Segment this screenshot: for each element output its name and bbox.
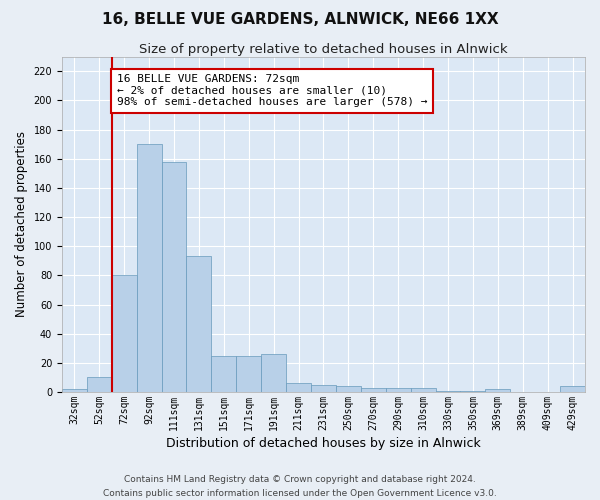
Title: Size of property relative to detached houses in Alnwick: Size of property relative to detached ho… (139, 42, 508, 56)
Bar (112, 276, 137, 392)
Bar (187, 256, 211, 392)
Bar (137, 144, 161, 392)
Bar (485, 389, 510, 392)
Bar (62, 389, 87, 392)
Text: 16, BELLE VUE GARDENS, ALNWICK, NE66 1XX: 16, BELLE VUE GARDENS, ALNWICK, NE66 1XX (101, 12, 499, 28)
X-axis label: Distribution of detached houses by size in Alnwick: Distribution of detached houses by size … (166, 437, 481, 450)
Bar (436, 390, 460, 392)
Bar (87, 378, 112, 392)
Bar (236, 356, 261, 392)
Bar (311, 384, 336, 392)
Bar (211, 356, 236, 392)
Y-axis label: Number of detached properties: Number of detached properties (15, 132, 28, 318)
Bar (161, 162, 187, 392)
Bar (386, 388, 410, 392)
Bar (286, 384, 311, 392)
Bar (261, 354, 286, 392)
Text: Contains HM Land Registry data © Crown copyright and database right 2024.
Contai: Contains HM Land Registry data © Crown c… (103, 476, 497, 498)
Bar (560, 386, 585, 392)
Bar (460, 390, 485, 392)
Bar (361, 388, 386, 392)
Text: 16 BELLE VUE GARDENS: 72sqm
← 2% of detached houses are smaller (10)
98% of semi: 16 BELLE VUE GARDENS: 72sqm ← 2% of deta… (117, 74, 427, 108)
Bar (410, 388, 436, 392)
Bar (336, 386, 361, 392)
